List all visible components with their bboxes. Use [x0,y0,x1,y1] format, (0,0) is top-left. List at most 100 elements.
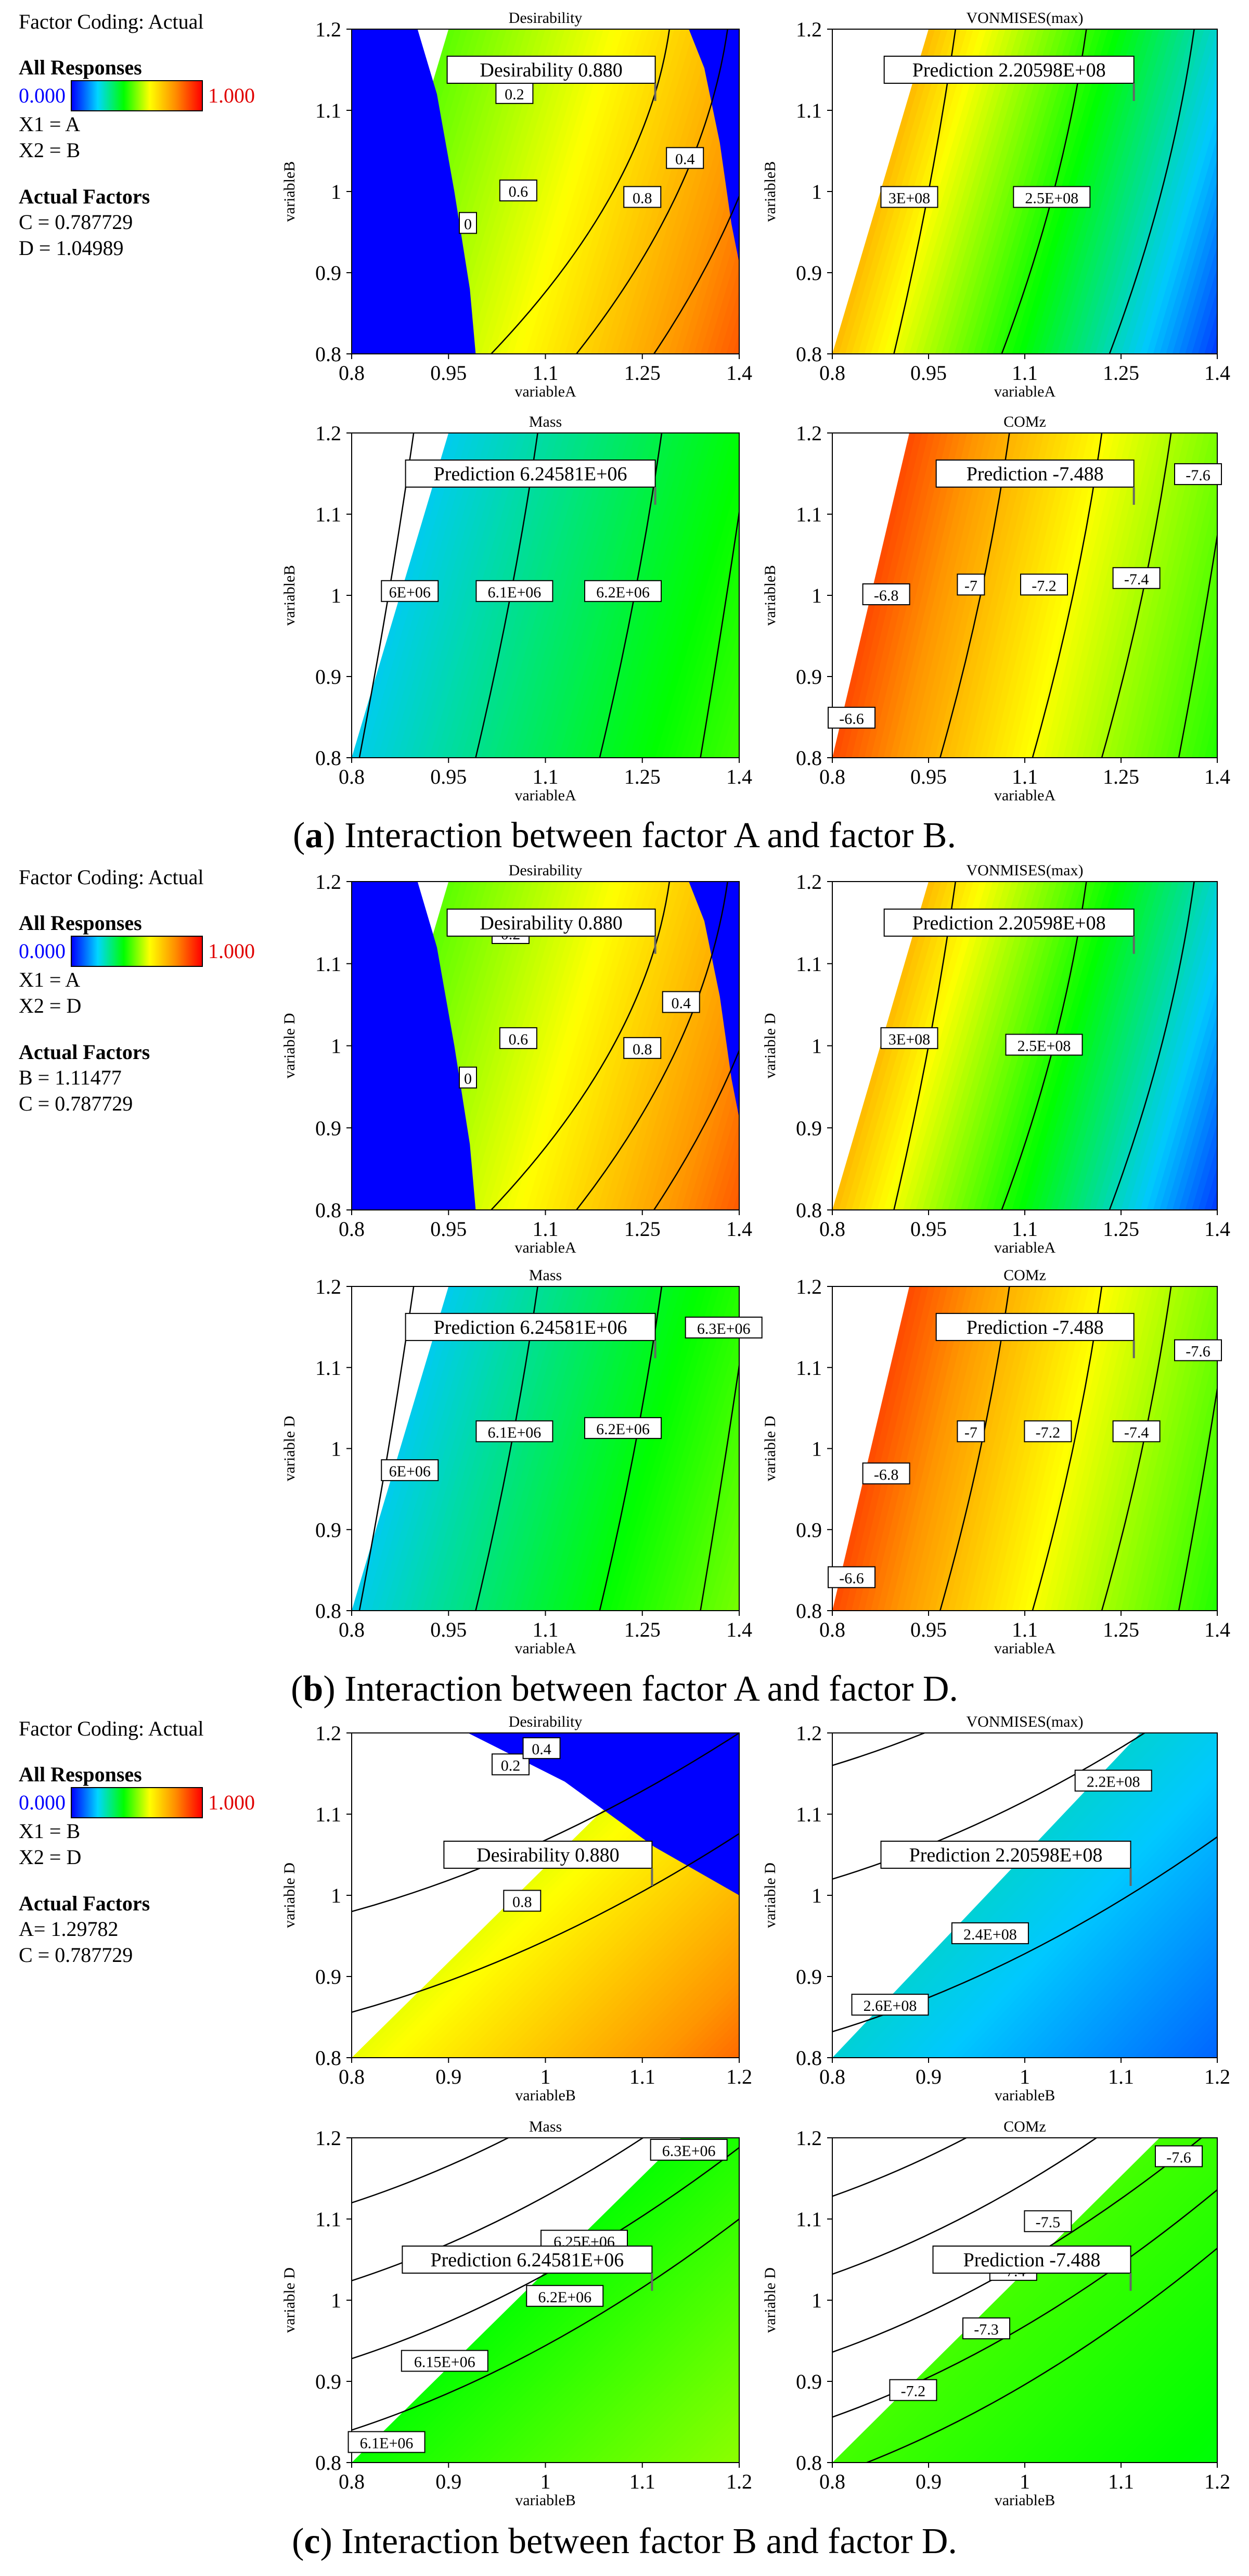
color-band [429,1286,533,1611]
x-tick-label: 1.2 [1204,2065,1230,2088]
color-band [935,29,1038,354]
color-band [481,1286,585,1611]
contour-line [1178,531,1217,758]
color-band [507,1286,611,1611]
color-band [877,1286,961,1611]
y-tick-label: 1.1 [315,952,341,976]
color-band [890,1733,1205,2058]
color-band [1037,882,1141,1210]
x-tick-label: 1.4 [726,361,752,385]
scale-min-label: 0.000 [19,84,66,107]
color-band [1044,2290,1217,2463]
color-band [571,1892,739,2058]
caption-letter: b [303,1669,324,1709]
color-band [909,433,994,758]
color-band [1127,1962,1217,2058]
color-band [1012,1286,1096,1611]
x-tick-label: 0.8 [819,765,845,788]
contour-line [1101,1286,1172,1611]
color-band [694,606,739,758]
color-band [1037,433,1122,758]
y-tick-label: 1 [812,2289,822,2312]
color-scale-bar [71,936,203,967]
y-tick-label: 0.8 [796,1198,822,1222]
color-band [1044,1875,1217,2058]
color-band [960,1787,1217,2058]
contour-label-box [828,1566,875,1588]
contour-label-box [623,186,662,208]
color-band [590,1911,739,2058]
color-band [623,1943,739,2058]
color-band [948,1286,1032,1611]
color-band [1108,1286,1192,1611]
color-band [883,2138,1217,2463]
scale-max-label: 1.000 [208,84,255,107]
color-band [1204,310,1217,354]
contour-label: 0.8 [512,1893,532,1910]
color-band [973,1800,1217,2058]
color-band [532,1854,739,2058]
legend-panel-a: Factor Coding: Actual All Responses 0.00… [19,9,310,261]
color-band [668,1987,739,2058]
color-band [597,1917,739,2058]
color-band [1063,433,1148,758]
color-band [1063,882,1167,1210]
color-band [623,2348,739,2463]
color-band [941,2188,1217,2463]
contour-label: -7.2 [1032,577,1057,594]
color-band [532,2259,739,2463]
color-band [916,882,1019,1210]
plot-area [832,2138,1217,2463]
y-axis-label: variable D [762,1416,779,1482]
contour-label-box [1174,463,1222,486]
contour-label: 0 [464,1070,472,1088]
contour-label: 0.6 [509,183,529,200]
x-tick-label: 1 [540,2470,551,2493]
x-tick-label: 1.1 [1012,1217,1038,1241]
color-band [1102,433,1186,758]
contour-label-box [401,2350,488,2372]
contour-line [832,2138,1098,2275]
panel-title: Desirability [509,862,583,879]
color-band [973,433,1058,758]
all-responses-heading: All Responses [19,1763,142,1786]
color-band [1012,2259,1217,2463]
actual-factors-heading: Actual Factors [19,185,150,208]
color-band [513,1834,739,2058]
color-band [1140,1286,1217,1611]
color-band [1114,882,1217,1210]
contour-label: 2.5E+08 [1025,189,1078,207]
legend-panel-c: Factor Coding: Actual All Responses 0.00… [19,1716,310,1968]
color-band [864,1733,1179,2058]
color-band [655,476,739,758]
prediction-label: Prediction -7.488 [967,1317,1104,1338]
contour-label-box [1013,186,1091,208]
color-band [616,433,720,758]
color-band [694,2418,739,2463]
contour-label-box [1005,1034,1083,1056]
y-tick-label: 1.2 [796,422,822,445]
color-band [668,1373,739,1611]
y-tick-label: 1.1 [796,2208,822,2231]
color-band [396,433,501,758]
contour-line [1109,29,1195,354]
prediction-label: Prediction 6.24581E+06 [434,463,627,485]
x-axis-label: variableA [514,1239,576,1256]
color-band [422,1286,527,1611]
color-band [929,882,1032,1210]
color-band [896,29,1000,354]
color-band [1057,1286,1141,1611]
y-tick-label: 0.9 [796,665,822,688]
color-band [909,2157,1217,2463]
color-band [1153,1990,1217,2058]
y-tick-label: 1.1 [796,1356,822,1380]
color-band [1172,1056,1217,1210]
prediction-box [405,1312,656,1341]
contour-line [576,882,728,1210]
color-band [1140,433,1217,758]
color-band [409,433,514,758]
contour-label-box [503,1890,542,1912]
color-band [655,2379,739,2463]
color-band [700,224,739,354]
contour-label: 0.6 [509,1031,529,1048]
